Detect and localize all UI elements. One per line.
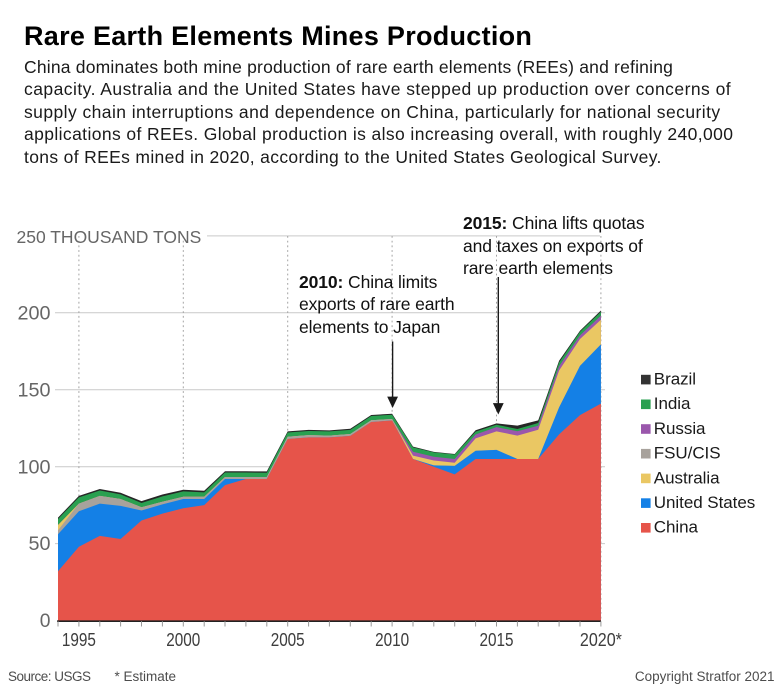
svg-text:Russia: Russia — [654, 419, 706, 438]
svg-text:FSU/CIS: FSU/CIS — [654, 444, 721, 463]
svg-text:Brazil: Brazil — [654, 370, 696, 389]
svg-text:Australia: Australia — [654, 468, 720, 487]
svg-text:2015: 2015 — [480, 629, 514, 650]
svg-text:200: 200 — [18, 303, 51, 324]
svg-text:United States: United States — [654, 493, 755, 512]
svg-text:2010: 2010 — [375, 629, 409, 650]
svg-text:1995: 1995 — [62, 629, 96, 650]
svg-text:0: 0 — [40, 611, 51, 632]
svg-text:2020*: 2020* — [580, 629, 622, 650]
svg-text:100: 100 — [18, 457, 51, 478]
svg-text:150: 150 — [18, 380, 51, 401]
svg-text:2000: 2000 — [166, 629, 200, 650]
svg-text:2005: 2005 — [271, 629, 305, 650]
svg-text:50: 50 — [29, 534, 51, 555]
svg-text:China: China — [654, 518, 699, 537]
svg-text:India: India — [654, 394, 691, 413]
